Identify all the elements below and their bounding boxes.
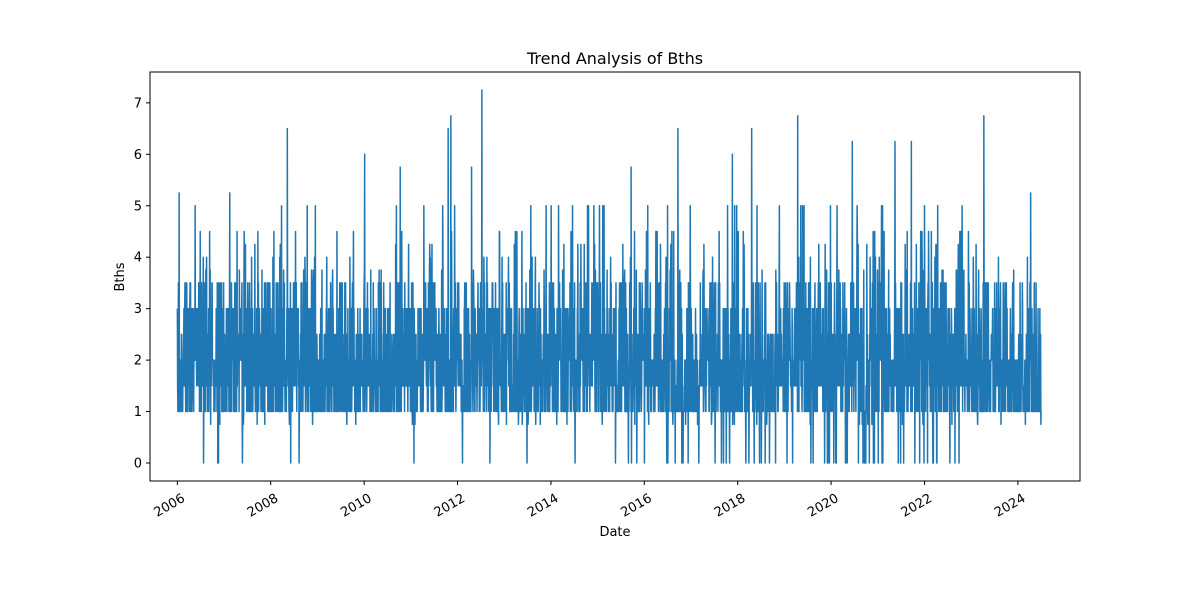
- y-tick-label: 4: [134, 251, 142, 266]
- y-tick-label: 5: [134, 199, 142, 214]
- series-line: [176, 89, 1042, 464]
- y-axis-label: Bths: [113, 262, 128, 291]
- y-tick-label: 2: [134, 354, 142, 369]
- y-tick-label: 1: [134, 405, 142, 420]
- x-axis-label: Date: [599, 525, 630, 540]
- chart-title: Trend Analysis of Bths: [526, 49, 703, 68]
- y-tick-label: 0: [134, 456, 142, 471]
- plot-area: [176, 89, 1042, 464]
- y-axis: 0 1 2 3 4 5 6 7: [134, 96, 150, 471]
- y-tick-label: 7: [134, 96, 142, 111]
- y-tick-label: 6: [134, 148, 142, 163]
- y-tick-label: 3: [134, 302, 142, 317]
- plot-frame: [149, 71, 1081, 482]
